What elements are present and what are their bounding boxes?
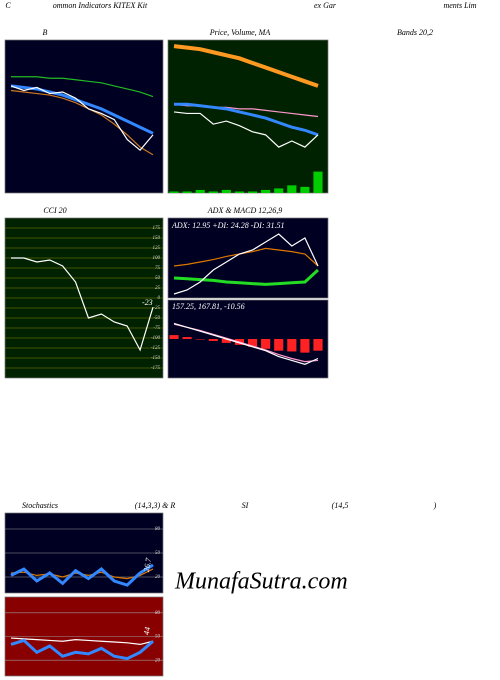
header-text: SI xyxy=(242,501,249,510)
bar xyxy=(300,186,310,193)
bar xyxy=(247,339,258,347)
annotation: 44 xyxy=(142,626,152,635)
header-text: Stochastics xyxy=(22,501,58,510)
series-line xyxy=(10,638,154,661)
series-line xyxy=(173,111,319,148)
bar xyxy=(313,339,323,351)
bar xyxy=(261,189,271,193)
series-line xyxy=(10,84,154,135)
y-tick-label: -125 xyxy=(151,346,161,351)
annotation: -23 xyxy=(142,298,153,307)
bar xyxy=(182,337,192,339)
series-line xyxy=(173,233,319,295)
series-line xyxy=(10,563,154,587)
panel xyxy=(4,39,164,194)
bar xyxy=(182,191,192,193)
bar xyxy=(221,339,231,343)
y-tick-label: 100 xyxy=(153,256,161,261)
y-tick-label: 150 xyxy=(153,236,161,241)
series-line xyxy=(10,89,154,156)
bar xyxy=(287,185,297,193)
series-line xyxy=(173,323,319,363)
y-tick-label: -25 xyxy=(153,306,160,311)
header-text: ommon Indicators KITEX Kit xyxy=(53,1,148,10)
y-tick-label: 0 xyxy=(158,296,161,301)
y-tick-label: 80 xyxy=(155,527,161,532)
series-line xyxy=(11,257,154,352)
watermark: MunafaSutra.com xyxy=(174,569,348,595)
y-tick-label: 50 xyxy=(155,635,161,640)
bar xyxy=(169,335,179,339)
y-tick-label: 125 xyxy=(153,246,161,251)
bar xyxy=(274,339,284,351)
annotation: ADX: 12.95 +DI: 24.28 -DI: 31.51 xyxy=(171,221,285,230)
bar xyxy=(221,189,231,193)
bar xyxy=(287,339,297,352)
bar xyxy=(313,171,323,193)
y-tick-label: 20 xyxy=(155,575,161,580)
series-line xyxy=(173,322,319,365)
y-tick-label: -100 xyxy=(151,336,161,341)
y-tick-label: 175 xyxy=(153,226,161,231)
bar xyxy=(208,191,218,193)
bar xyxy=(274,188,284,193)
y-tick-label: -50 xyxy=(153,316,160,321)
bar xyxy=(261,339,271,349)
y-tick-label: 50 xyxy=(155,276,161,281)
header-text: ex Gar xyxy=(314,1,337,10)
header-text: ) xyxy=(433,501,437,510)
series-line xyxy=(173,247,319,267)
series-line xyxy=(173,268,320,286)
series-line xyxy=(11,76,154,98)
y-tick-label: -75 xyxy=(153,326,160,331)
y-tick-label: 80 xyxy=(155,611,161,616)
y-tick-label: 20 xyxy=(155,658,161,663)
bar xyxy=(247,191,258,193)
series-line xyxy=(10,85,154,152)
bar xyxy=(195,339,205,340)
header-text: (14,5 xyxy=(332,501,349,510)
y-tick-label: 75 xyxy=(155,266,161,271)
series-line xyxy=(10,637,154,646)
series-line xyxy=(173,44,319,88)
y-tick-label: 50 xyxy=(155,551,161,556)
bar xyxy=(195,189,205,193)
panel xyxy=(167,217,329,299)
header-text: Bands 20,2 xyxy=(397,28,433,37)
y-tick-label: 25 xyxy=(155,286,161,291)
annotation: 157.25, 167.81, -10.56 xyxy=(172,302,245,311)
series-line xyxy=(174,102,319,137)
bar xyxy=(208,339,218,341)
y-tick-label: -150 xyxy=(151,356,161,361)
annotation: 26.7 xyxy=(142,556,153,572)
header-text: B xyxy=(43,28,48,37)
bar xyxy=(234,191,245,193)
header-text: (14,3,3) & R xyxy=(135,501,176,510)
header-text: ADX & MACD 12,26,9 xyxy=(207,206,282,215)
bar xyxy=(169,191,179,193)
y-tick-label: -175 xyxy=(151,366,161,371)
panel xyxy=(167,39,329,194)
header-text: C xyxy=(5,1,11,10)
header-text: ments Lim xyxy=(443,1,476,10)
header-text: CCI 20 xyxy=(43,206,66,215)
bar xyxy=(300,339,310,353)
header-text: Price, Volume, MA xyxy=(209,28,271,37)
